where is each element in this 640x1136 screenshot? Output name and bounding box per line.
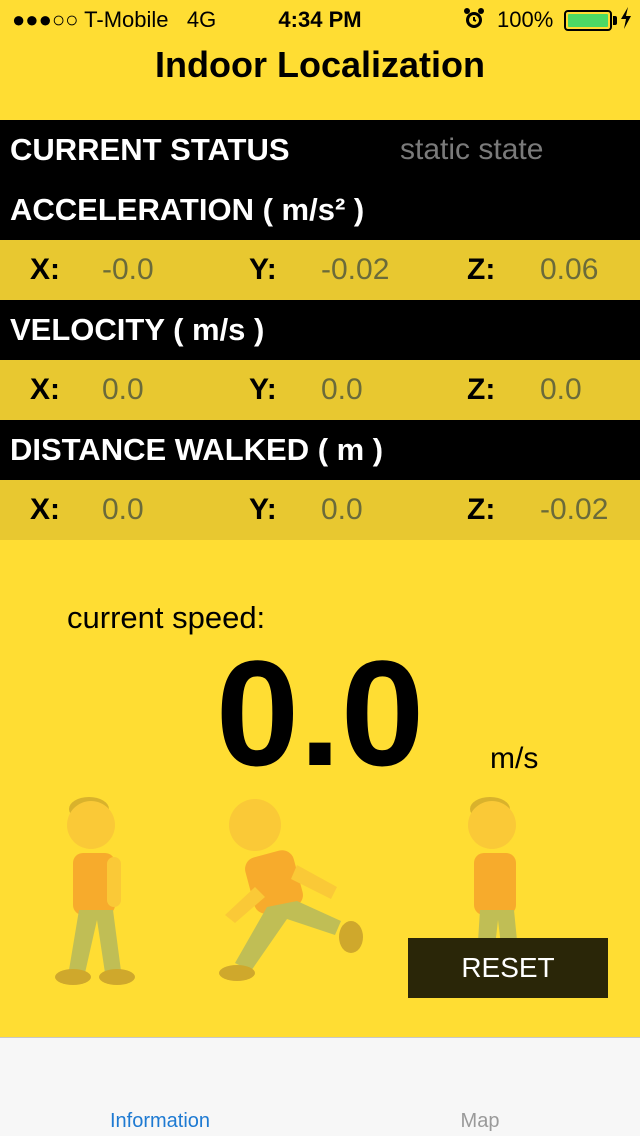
speed-value: 0.0 xyxy=(215,629,425,797)
acceleration-y-label: Y: xyxy=(249,253,277,286)
acceleration-z-label: Z: xyxy=(467,253,496,286)
velocity-x-value: 0.0 xyxy=(102,373,144,406)
activity-figures xyxy=(0,795,640,1005)
walking-person-icon xyxy=(55,797,135,985)
reset-button[interactable]: RESET xyxy=(408,938,608,998)
acceleration-header: ACCELERATION ( m/s² ) xyxy=(0,180,640,240)
acceleration-y-value: -0.02 xyxy=(321,253,390,286)
battery-cap xyxy=(613,16,617,25)
tab-information[interactable]: Information xyxy=(0,1038,320,1136)
distance-y-value: 0.0 xyxy=(321,493,363,526)
page-title: Indoor Localization xyxy=(155,44,485,85)
lightning-bolt-icon xyxy=(620,7,632,35)
acceleration-z-value: 0.06 xyxy=(540,253,599,286)
alarm-clock-icon xyxy=(463,7,485,37)
acceleration-x-label: X: xyxy=(30,253,60,286)
velocity-header: VELOCITY ( m/s ) xyxy=(0,300,640,360)
status-bar: ●●●○○ T-Mobile 4G 4:34 PM 100% xyxy=(0,0,640,40)
battery-percent: 100% xyxy=(497,7,554,32)
velocity-z-value: 0.0 xyxy=(540,373,582,406)
velocity-y-label: Y: xyxy=(249,373,277,406)
acceleration-label: ACCELERATION ( m/s² ) xyxy=(10,192,365,227)
tab-bar: Information Map xyxy=(0,1037,640,1136)
velocity-row: X: 0.0 Y: 0.0 Z: 0.0 xyxy=(0,360,640,420)
distance-x-value: 0.0 xyxy=(102,493,144,526)
distance-z-value: -0.02 xyxy=(540,493,609,526)
carrier-network: ●●●○○ T-Mobile 4G xyxy=(12,7,216,33)
distance-x-label: X: xyxy=(30,493,60,526)
status-label: CURRENT STATUS xyxy=(10,132,290,167)
carrier: ●●●○○ T-Mobile xyxy=(12,7,169,32)
velocity-z-label: Z: xyxy=(467,373,496,406)
tab-information-label: Information xyxy=(109,1110,211,1132)
battery-level xyxy=(568,14,608,27)
velocity-label: VELOCITY ( m/s ) xyxy=(10,312,265,347)
battery-icon xyxy=(564,10,612,31)
tab-map[interactable]: Map xyxy=(320,1038,640,1136)
status-value: static state xyxy=(400,133,544,166)
speed-unit: m/s xyxy=(490,742,539,775)
distance-label: DISTANCE WALKED ( m ) xyxy=(10,432,384,467)
acceleration-x-value: -0.0 xyxy=(102,253,154,286)
distance-header: DISTANCE WALKED ( m ) xyxy=(0,420,640,480)
distance-z-label: Z: xyxy=(467,493,496,526)
distance-row: X: 0.0 Y: 0.0 Z: -0.02 xyxy=(0,480,640,540)
velocity-x-label: X: xyxy=(30,373,60,406)
tab-map-label: Map xyxy=(460,1110,500,1132)
clock: 4:34 PM xyxy=(278,7,362,32)
status-header: CURRENT STATUS static state xyxy=(0,120,640,180)
velocity-y-value: 0.0 xyxy=(321,373,363,406)
acceleration-row: X: -0.0 Y: -0.02 Z: 0.06 xyxy=(0,240,640,300)
speed-label: current speed: xyxy=(67,600,266,635)
network-type: 4G xyxy=(186,7,217,32)
distance-y-label: Y: xyxy=(249,493,277,526)
running-person-icon xyxy=(219,799,363,981)
